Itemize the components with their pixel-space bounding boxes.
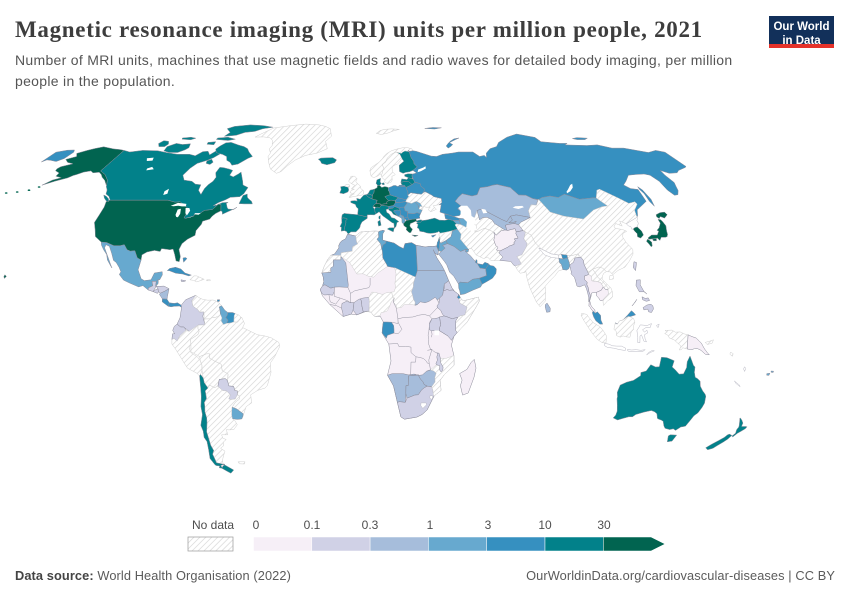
svg-text:1: 1	[427, 518, 434, 532]
svg-text:3: 3	[485, 518, 492, 532]
svg-text:0.1: 0.1	[304, 518, 321, 532]
svg-text:30: 30	[597, 518, 611, 532]
svg-text:0: 0	[253, 518, 260, 532]
svg-text:0.3: 0.3	[362, 518, 379, 532]
svg-text:No data: No data	[192, 518, 234, 532]
svg-text:10: 10	[538, 518, 552, 532]
